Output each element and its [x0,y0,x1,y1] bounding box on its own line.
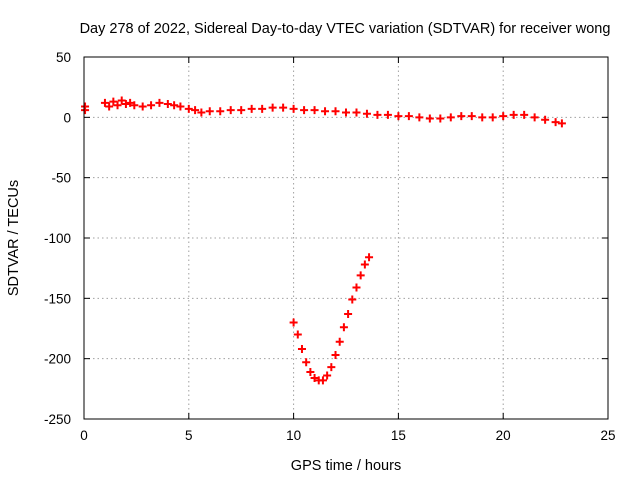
data-point [302,358,311,367]
data-point [147,101,156,110]
data-point [100,98,109,107]
data-layer [81,96,566,385]
data-point [520,110,529,119]
data-point [170,101,179,110]
data-point [415,113,424,122]
data-point [310,106,319,115]
data-point [117,96,126,105]
data-point [362,109,371,118]
plot-frame [83,56,609,420]
x-tick-label: 0 [80,428,88,443]
data-point [321,107,330,116]
data-point [394,112,403,121]
data-point [138,102,147,111]
data-point [383,110,392,119]
data-point [509,110,518,119]
data-point [478,113,487,122]
data-point [197,108,206,117]
data-point [342,108,350,117]
data-point [216,107,225,116]
data-point [289,104,298,113]
data-point [81,106,90,115]
data-point [541,115,550,124]
data-point [335,337,344,346]
data-point [310,373,319,382]
grid-layer [84,57,608,419]
data-point [130,101,139,110]
data-point [425,114,434,123]
data-point [373,110,382,119]
x-axis-title: GPS time / hours [291,458,401,474]
y-tick-label: -150 [44,291,71,306]
y-tick-label: -50 [51,171,71,186]
data-point [323,371,332,380]
data-point [331,107,340,116]
data-point [327,363,336,372]
data-point [530,113,539,122]
data-point [457,112,466,121]
data-point [226,106,235,115]
data-point [109,97,118,106]
data-point [297,345,306,354]
data-point [306,367,315,376]
data-point [365,253,374,262]
data-point [155,98,164,107]
data-point [268,103,277,112]
data-point [344,310,353,319]
data-point [300,106,309,115]
x-tick-label: 25 [600,428,615,443]
data-point [289,318,298,327]
data-point [163,100,172,109]
data-point [360,260,369,269]
tick-layer: 0 5 10 15 20 25 -250 -200 -150 -100 -50 0 50 [44,50,616,443]
data-point [331,351,340,360]
x-tick-label: 10 [286,428,301,443]
data-point [348,295,357,304]
x-tick-label: 20 [496,428,511,443]
data-point [279,103,288,112]
data-point [356,271,365,280]
data-point [247,104,256,113]
data-point [488,113,497,122]
data-point [191,106,200,115]
data-point [551,118,560,127]
data-point [293,330,302,339]
data-point [404,112,413,121]
series-sdtvar [81,96,566,385]
data-point [436,114,445,123]
data-point [467,112,476,121]
data-point [176,102,185,111]
data-point [446,113,455,122]
data-point [557,119,566,128]
chart-title: Day 278 of 2022, Sidereal Day-to-day VTE… [80,21,611,37]
x-tick-label: 15 [391,428,406,443]
data-point [184,104,193,113]
data-point [121,100,130,109]
y-tick-label: 0 [63,110,71,125]
x-tick-label: 5 [185,428,193,443]
y-tick-label: 50 [56,50,71,65]
data-point [352,283,361,292]
data-point [205,107,214,116]
y-tick-label: -200 [44,352,71,367]
data-point [352,108,361,117]
data-point [237,106,246,115]
y-tick-label: -250 [44,412,71,427]
data-point [126,98,135,107]
data-point [258,104,267,113]
data-point [339,323,348,332]
y-tick-label: -100 [44,231,71,246]
y-axis-title: SDTVAR / TECUs [6,180,22,296]
data-point [318,376,327,385]
data-point [105,102,114,111]
data-point [113,101,122,110]
data-point [499,112,508,121]
